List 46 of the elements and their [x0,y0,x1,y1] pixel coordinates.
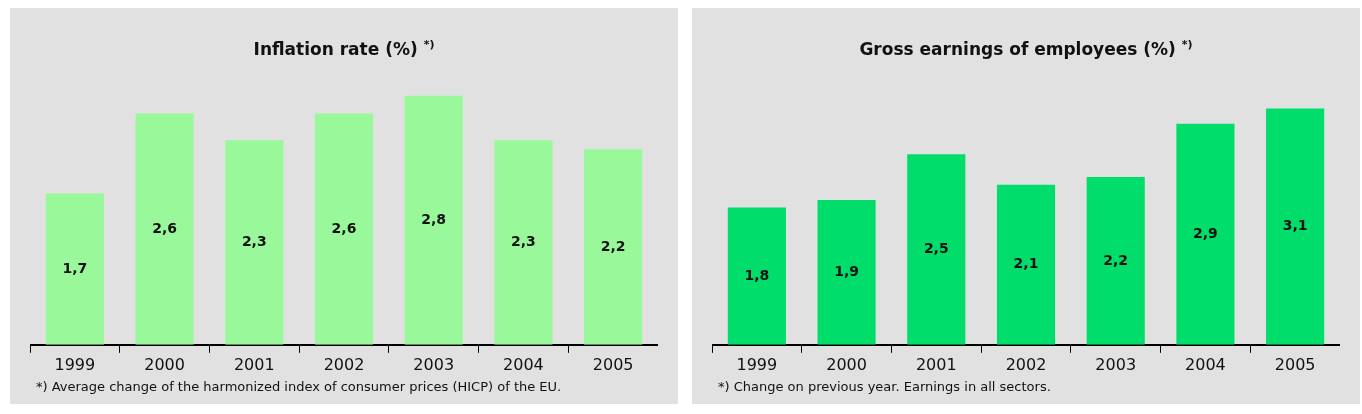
data-label: 2,6 [152,219,177,236]
data-label: 2,5 [923,240,949,257]
bar [494,140,553,345]
bar [225,140,284,345]
data-label: 1,9 [834,263,859,280]
x-tick-label: 2002 [1005,354,1047,374]
x-tick-label: 2004 [1185,354,1226,374]
bar [314,113,374,345]
bar [727,207,786,345]
x-tick-label: 2000 [144,354,185,374]
x-tick-label: 1999 [54,354,96,374]
data-label: 1,8 [744,266,770,283]
data-label: 2,3 [241,233,267,250]
x-tick-label: 2003 [413,354,455,374]
chart-title: Inflation rate (%) $^{*)}$ [252,38,436,59]
x-tick-label: 1999 [736,354,778,374]
bar [996,184,1056,345]
data-label: 2,1 [1013,255,1039,272]
x-tick-label: 2001 [233,354,275,374]
bar [817,199,876,345]
x-tick-label: 2004 [503,354,544,374]
bar [1176,123,1235,345]
x-tick-label: 2000 [826,354,867,374]
chart-title: Gross earnings of employees (%) $^{*)}$ [858,38,1194,59]
x-tick-label: 2002 [323,354,365,374]
bar [135,113,194,345]
data-label: 2,9 [1193,224,1218,241]
bar [45,193,104,345]
text: *) Average change of the harmonized index of consumer prices (HICP) of the EU. [36,379,562,394]
bar [1086,177,1145,345]
bar [907,154,966,345]
x-tick-label: 2003 [1095,354,1137,374]
data-label: 2,6 [331,219,357,236]
x-tick-label: 2001 [915,354,957,374]
x-tick-label: 2005 [592,354,634,374]
data-label: 2,2 [1103,251,1129,268]
bar [404,95,463,345]
data-label: 3,1 [1282,217,1308,234]
bar [1266,108,1325,345]
data-label: 2,2 [600,237,626,254]
x-tick-label: 2005 [1274,354,1316,374]
data-label: 2,8 [421,210,447,227]
bar [584,149,643,345]
text: *) Change on previous year. Earnings in all sectors. [718,379,1051,394]
data-label: 1,7 [62,259,88,276]
data-label: 2,3 [511,233,536,250]
